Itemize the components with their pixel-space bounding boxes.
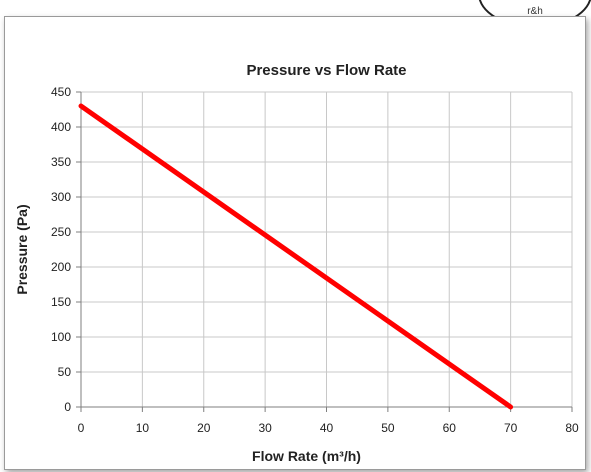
axis-layer	[76, 91, 573, 412]
x-tick-label: 30	[258, 421, 272, 435]
chart-title: Pressure vs Flow Rate	[246, 62, 406, 79]
x-tick-label: 40	[320, 421, 334, 435]
y-tick-label: 400	[51, 120, 71, 134]
grid-layer	[80, 91, 573, 408]
x-axis-label: Flow Rate (m³/h)	[252, 448, 361, 464]
x-tick-label: 10	[136, 421, 150, 435]
x-tick-label: 80	[565, 421, 579, 435]
y-tick-label: 250	[51, 225, 71, 239]
x-tick-label: 0	[78, 421, 85, 435]
y-tick-label: 300	[51, 190, 71, 204]
y-tick-label: 350	[51, 155, 71, 169]
y-tick-label: 200	[51, 260, 71, 274]
chart-frame: Pressure vs Flow Rate Flow Rate (m³/h) P…	[4, 16, 586, 470]
x-tick-label: 20	[197, 421, 211, 435]
x-tick-label: 70	[504, 421, 518, 435]
y-tick-label: 0	[64, 400, 71, 414]
y-tick-label: 150	[51, 295, 71, 309]
y-tick-label: 50	[58, 365, 72, 379]
tick-layer: 0 50 100 150 200 250 300 350 400 450 0 10 20 30 40 50 60…	[51, 85, 579, 435]
y-axis-label: Pressure (Pa)	[14, 204, 30, 294]
y-tick-label: 100	[51, 330, 71, 344]
corner-badge-text: r&h	[527, 6, 543, 17]
series-line	[78, 103, 514, 410]
pressure-flow-chart: Pressure vs Flow Rate Flow Rate (m³/h) P…	[14, 62, 579, 464]
y-tick-label: 450	[51, 85, 71, 99]
series-layer	[78, 103, 514, 410]
x-tick-label: 60	[443, 421, 457, 435]
x-tick-label: 50	[381, 421, 395, 435]
